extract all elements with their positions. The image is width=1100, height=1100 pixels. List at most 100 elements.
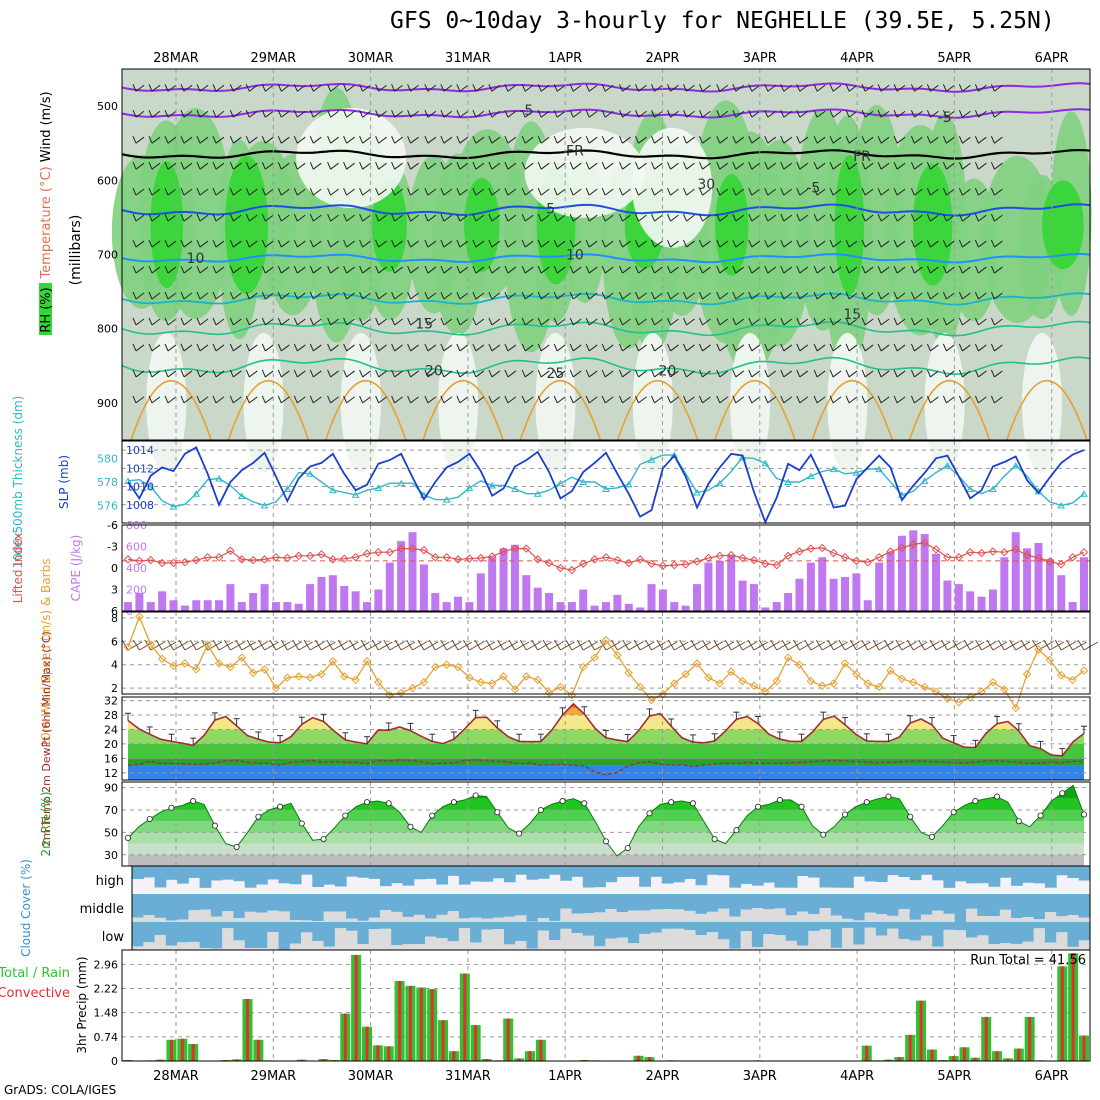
wind-barb: [537, 343, 550, 352]
isotherm-label: -5: [938, 110, 952, 126]
wind-speed-point: [203, 640, 212, 650]
wind-barb: [132, 187, 145, 196]
rh-point: [603, 838, 610, 845]
rh-point: [233, 843, 240, 850]
wind-barb: [764, 187, 777, 196]
wind-barb: [764, 161, 777, 170]
wind-speed-point: [681, 669, 690, 679]
cape-bar: [476, 573, 485, 611]
cloud-clear-cell: [346, 930, 358, 950]
cape-bar: [1034, 542, 1043, 611]
wind-barb: [132, 213, 145, 222]
wind-barb: [553, 343, 566, 352]
wind-barb: [391, 136, 403, 144]
wind-barb: [780, 369, 793, 378]
wind-barb: [472, 84, 485, 92]
cloud-clear-cell: [143, 915, 156, 922]
lifted-index-point: [1011, 545, 1020, 554]
rh-point: [559, 798, 566, 805]
cloud-cell: [470, 866, 482, 882]
wind-barb: [504, 291, 517, 300]
thickness-point: [693, 489, 701, 496]
wind-barb: [910, 291, 923, 300]
isotherm-line: [121, 252, 1091, 264]
wind-barb: [829, 265, 842, 274]
wind-barb: [343, 161, 355, 170]
cloud-axis-title: Cloud Cover (%): [19, 859, 33, 957]
wind-barb-10m: [770, 639, 791, 651]
cloud-clear-cell: [402, 916, 415, 922]
wind-speed-point: [965, 693, 975, 702]
precip-bar-convective: [485, 1059, 488, 1061]
wind-barb: [974, 213, 987, 222]
wind-barb-10m: [906, 639, 928, 651]
wind-barb: [861, 343, 874, 352]
cloud-clear-cell: [210, 948, 223, 950]
cape-bar: [738, 580, 747, 611]
cloud-clear-cell: [819, 908, 832, 922]
wind-barb: [293, 265, 306, 274]
cloud-clear-cell: [920, 914, 933, 922]
wind-barb: [456, 187, 469, 196]
wind-barb-10m: [747, 639, 769, 651]
rh-dry-fill: [524, 127, 645, 218]
cape-bar: [1057, 575, 1066, 611]
wind-barb: [132, 84, 145, 92]
date-label-top: 5APR: [937, 51, 971, 66]
cloud-cell: [909, 894, 922, 920]
cloud-clear-cell: [132, 946, 144, 950]
cloud-cell: [684, 866, 697, 880]
cloud-clear-cell: [334, 911, 347, 922]
wind-speed-point: [863, 679, 873, 688]
precip-bar-convective: [322, 1059, 326, 1061]
wind-barb: [521, 161, 534, 170]
cloud-cell: [819, 922, 832, 930]
wind-barb: [229, 291, 242, 300]
wind-barb: [212, 239, 225, 248]
isotherm-label: 10: [566, 248, 584, 264]
wind-barb: [780, 161, 793, 170]
wind-barb: [699, 239, 711, 248]
wind-barb-10m: [895, 639, 917, 651]
cloud-clear-cell: [1078, 940, 1091, 950]
wind-barb: [732, 343, 745, 352]
wind-barb: [619, 317, 631, 326]
tick-label: 70: [104, 804, 118, 817]
cloud-cell: [222, 894, 234, 912]
cape-bar: [818, 557, 827, 611]
cloud-cell: [842, 866, 854, 888]
cloud-cell: [672, 894, 685, 910]
wind-barb: [716, 84, 729, 92]
wind-barb: [716, 136, 729, 144]
rh-point: [363, 799, 370, 806]
cloud-clear-cell: [999, 943, 1012, 950]
cape-bar: [328, 575, 337, 611]
tick-label: 4: [111, 659, 118, 672]
wind-barb: [893, 161, 906, 170]
tick-label: 90: [104, 782, 118, 795]
lifted-index-point: [169, 558, 178, 568]
wind-barb: [375, 161, 387, 170]
wind-barb: [667, 84, 679, 92]
cloud-cell: [379, 866, 392, 887]
wind-speed-point: [715, 679, 725, 688]
wind-barb-10m: [975, 639, 996, 651]
cloud-cell: [391, 894, 403, 912]
wind-barb: [261, 369, 274, 378]
cloud-clear-cell: [661, 909, 674, 922]
wind-barb: [343, 136, 355, 144]
cape-bar: [1011, 532, 1020, 611]
isotherm-arch: [908, 379, 991, 441]
wind-barb: [327, 161, 339, 170]
cloud-clear-cell: [830, 947, 843, 950]
wind-barb-10m: [417, 639, 439, 651]
cloud-clear-cell: [695, 935, 708, 950]
wind-barb: [391, 110, 403, 118]
wind-barb: [343, 187, 355, 196]
wind-barb-10m: [132, 639, 154, 651]
cloud-cell: [143, 866, 156, 878]
cloud-cell: [560, 922, 573, 929]
wind-barb: [180, 317, 193, 326]
wind-barb: [748, 161, 761, 170]
wind-barb: [293, 187, 306, 196]
